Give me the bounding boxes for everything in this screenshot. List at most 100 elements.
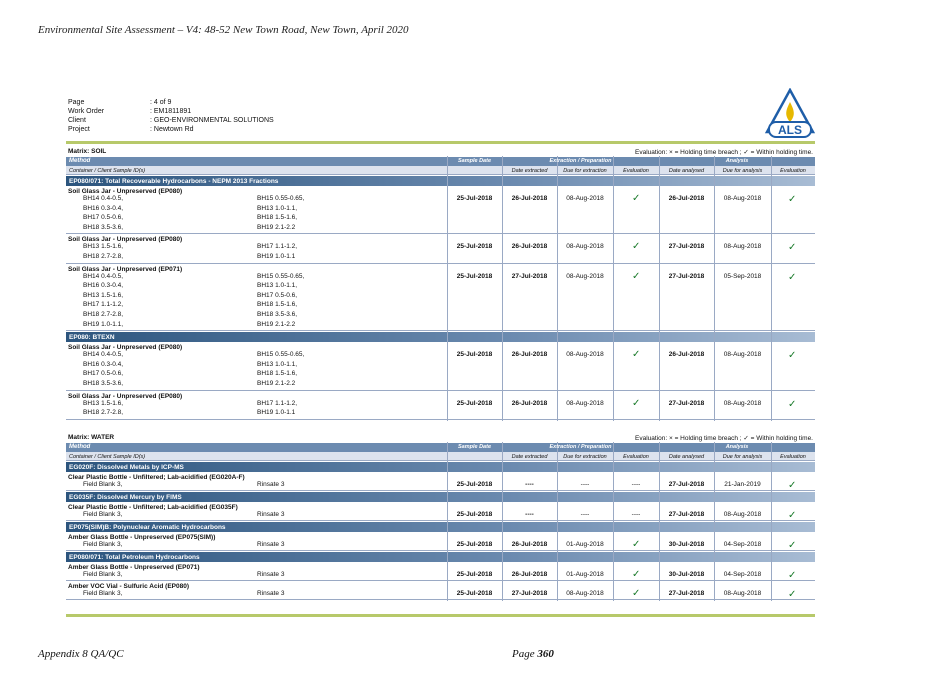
header-evaluation: Evaluation [780, 167, 806, 174]
sample-id: BH18 1.5-1.6, [257, 301, 298, 309]
due-extraction: 08-Aug-2018 [566, 351, 604, 359]
tick-icon: ✓ [788, 589, 797, 600]
date-analysed: 26-Jul-2018 [668, 195, 705, 202]
section-title: EG035F: Dissolved Mercury by FIMS [69, 493, 182, 501]
sample-id: BH13 1.5-1.6, [83, 399, 124, 407]
meta-key: Page [68, 99, 85, 106]
due-analysis: 21-Jan-2019 [724, 481, 761, 488]
sample-id: BH17 0.5-0.6, [257, 291, 298, 299]
date-analysed: 27-Jul-2018 [668, 399, 705, 407]
sample-id: Field Blank 3, [83, 481, 123, 488]
meta-key: Work Order [68, 108, 105, 115]
sample-group: Clear Plastic Bottle - Unfiltered; Lab-a… [66, 503, 815, 521]
section-header: EP080/071: Total Petroleum Hydrocarbons [66, 552, 815, 562]
sample-date: 25-Jul-2018 [456, 541, 493, 548]
sample-group: Amber Glass Bottle - Unpreserved (EP071)… [66, 563, 815, 581]
section-header: EG020F: Dissolved Metals by ICP-MS [66, 462, 815, 472]
document-header: Environmental Site Assessment – V4: 48-5… [38, 24, 409, 36]
date-extracted: 26-Jul-2018 [511, 243, 548, 251]
meta-row: Page: 4 of 9 [68, 98, 274, 107]
tick-icon: ✓ [632, 539, 641, 550]
meta-row: Client: GEO-ENVIRONMENTAL SOLUTIONS [68, 116, 274, 125]
column-divider [557, 442, 558, 601]
matrix-label: Matrix: WATER [68, 434, 115, 441]
due-analysis: 08-Aug-2018 [723, 195, 762, 202]
tick-icon: ✓ [632, 569, 641, 580]
tick-icon: ✓ [788, 540, 797, 551]
method-header-bar: Method [66, 443, 815, 452]
header-extraction: Extraction / Preparation [549, 158, 612, 164]
column-divider [502, 442, 503, 601]
due-extraction: 08-Aug-2018 [566, 399, 604, 407]
footer-page-label: Page [512, 648, 535, 660]
header-due_analysis: Due for analysis [722, 167, 763, 174]
tick-icon: ✓ [788, 271, 797, 283]
tick-icon: ✓ [788, 194, 797, 205]
section-title: EP080: BTEXN [69, 333, 115, 341]
date-extracted: ---- [525, 481, 534, 488]
subheader-bar: Container / Client Sample ID(s) Date extr… [66, 452, 815, 461]
due-extraction: 08-Aug-2018 [566, 272, 604, 280]
due-analysis: 08-Aug-2018 [723, 590, 762, 597]
container-name: Amber Glass Bottle - Unpreserved (EP071) [68, 564, 200, 571]
sample-date: 25-Jul-2018 [456, 272, 493, 280]
due-extraction: ---- [580, 481, 590, 488]
date-analysed: 27-Jul-2018 [668, 272, 705, 280]
date-extracted: 26-Jul-2018 [511, 399, 548, 407]
date-extracted: 26-Jul-2018 [511, 195, 548, 202]
meta-row: Project: Newtown Rd [68, 125, 274, 134]
due-extraction: 01-Aug-2018 [566, 541, 604, 548]
column-divider [659, 442, 660, 601]
sample-id: BH19 1.0-1.1 [257, 409, 296, 417]
header-evaluation: Evaluation [780, 453, 806, 460]
column-divider [613, 156, 614, 421]
sample-group: Amber VOC Vial - Sulfuric Acid (EP080) Fi… [66, 582, 815, 600]
header-date_extracted: Date extracted [511, 453, 548, 460]
matrix-row: Matrix: WATER Evaluation: × = Holding tim… [66, 433, 815, 443]
column-divider [613, 442, 614, 601]
date-analysed: 26-Jul-2018 [668, 351, 705, 359]
tick-icon: ✓ [632, 193, 641, 204]
sample-id: BH19 2.1-2.2 [257, 223, 296, 231]
header-date_analysed: Date analysed [668, 453, 705, 460]
container-name: Amber VOC Vial - Sulfuric Acid (EP080) [68, 583, 190, 590]
tick-icon: ✓ [788, 242, 797, 254]
sample-group: Soil Glass Jar - Unpreserved (EP080) BH13… [66, 392, 815, 420]
sample-id: BH18 2.7-2.8, [83, 310, 124, 318]
header-evaluation: Evaluation [623, 167, 649, 174]
tick-icon: ✓ [788, 570, 797, 581]
evaluation-extraction: ---- [631, 511, 641, 518]
method-header: Method [69, 158, 91, 164]
sample-id: BH13 1.0-1.1, [257, 204, 298, 212]
tick-icon: ✓ [788, 510, 797, 521]
sample-date: 25-Jul-2018 [456, 571, 493, 578]
sample-date: 25-Jul-2018 [456, 195, 493, 202]
sample-id: Field Blank 3, [83, 541, 123, 548]
sample-id: BH18 3.5-3.6, [83, 379, 124, 387]
column-divider [447, 156, 448, 421]
due-analysis: 04-Sep-2018 [723, 571, 762, 578]
header-extraction: Extraction / Preparation [549, 444, 612, 450]
date-extracted: 27-Jul-2018 [511, 590, 548, 597]
date-extracted: 27-Jul-2018 [511, 272, 548, 280]
sample-id: BH19 2.1-2.2 [257, 379, 296, 387]
sample-date: 25-Jul-2018 [456, 399, 493, 407]
date-analysed: 27-Jul-2018 [668, 511, 705, 518]
top-rule [66, 141, 815, 144]
sample-id: Rinsate 3 [257, 571, 285, 578]
flame-icon [786, 102, 794, 122]
container-name: Soil Glass Jar - Unpreserved (EP071) [68, 265, 183, 273]
sample-id: BH16 0.3-0.4, [83, 204, 124, 212]
header-evaluation: Evaluation [623, 453, 649, 460]
container-name: Soil Glass Jar - Unpreserved (EP080) [68, 344, 183, 352]
sample-id: BH15 0.55-0.65, [257, 272, 305, 280]
column-divider [771, 156, 772, 421]
sample-id: BH18 2.7-2.8, [83, 409, 124, 417]
sample-date: 25-Jul-2018 [456, 511, 493, 518]
sample-group: Soil Glass Jar - Unpreserved (EP080) BH13… [66, 235, 815, 264]
header-sample_date: Sample Date [457, 444, 491, 450]
sample-id: BH18 2.7-2.8, [83, 252, 124, 260]
logo-text: ALS [778, 123, 802, 137]
bottom-rule [66, 614, 815, 617]
due-extraction: ---- [580, 511, 590, 518]
